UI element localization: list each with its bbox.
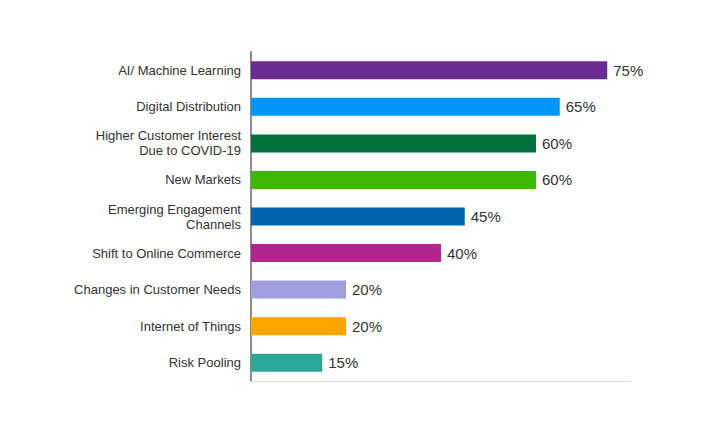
svg-text:Emerging Engagement: Emerging Engagement xyxy=(108,202,241,217)
svg-text:Higher Customer Interest: Higher Customer Interest xyxy=(96,128,242,143)
svg-text:Changes in Customer Needs: Changes in Customer Needs xyxy=(74,282,241,297)
svg-text:Due to COVID-19: Due to COVID-19 xyxy=(139,143,241,158)
svg-text:Shift to Online Commerce: Shift to Online Commerce xyxy=(92,246,241,261)
svg-text:65%: 65% xyxy=(566,98,596,115)
svg-text:New Markets: New Markets xyxy=(165,172,241,187)
svg-text:15%: 15% xyxy=(328,354,358,371)
svg-text:Channels: Channels xyxy=(186,217,241,232)
svg-text:20%: 20% xyxy=(352,318,382,335)
svg-text:45%: 45% xyxy=(471,208,501,225)
svg-text:Risk Pooling: Risk Pooling xyxy=(169,355,241,370)
svg-text:75%: 75% xyxy=(613,62,643,79)
svg-text:20%: 20% xyxy=(352,281,382,298)
svg-text:Digital Distribution: Digital Distribution xyxy=(136,99,241,114)
svg-text:Internet of Things: Internet of Things xyxy=(140,319,241,334)
svg-text:60%: 60% xyxy=(542,171,572,188)
svg-text:60%: 60% xyxy=(542,135,572,152)
svg-text:40%: 40% xyxy=(447,245,477,262)
svg-text:AI/ Machine Learning: AI/ Machine Learning xyxy=(118,63,241,78)
